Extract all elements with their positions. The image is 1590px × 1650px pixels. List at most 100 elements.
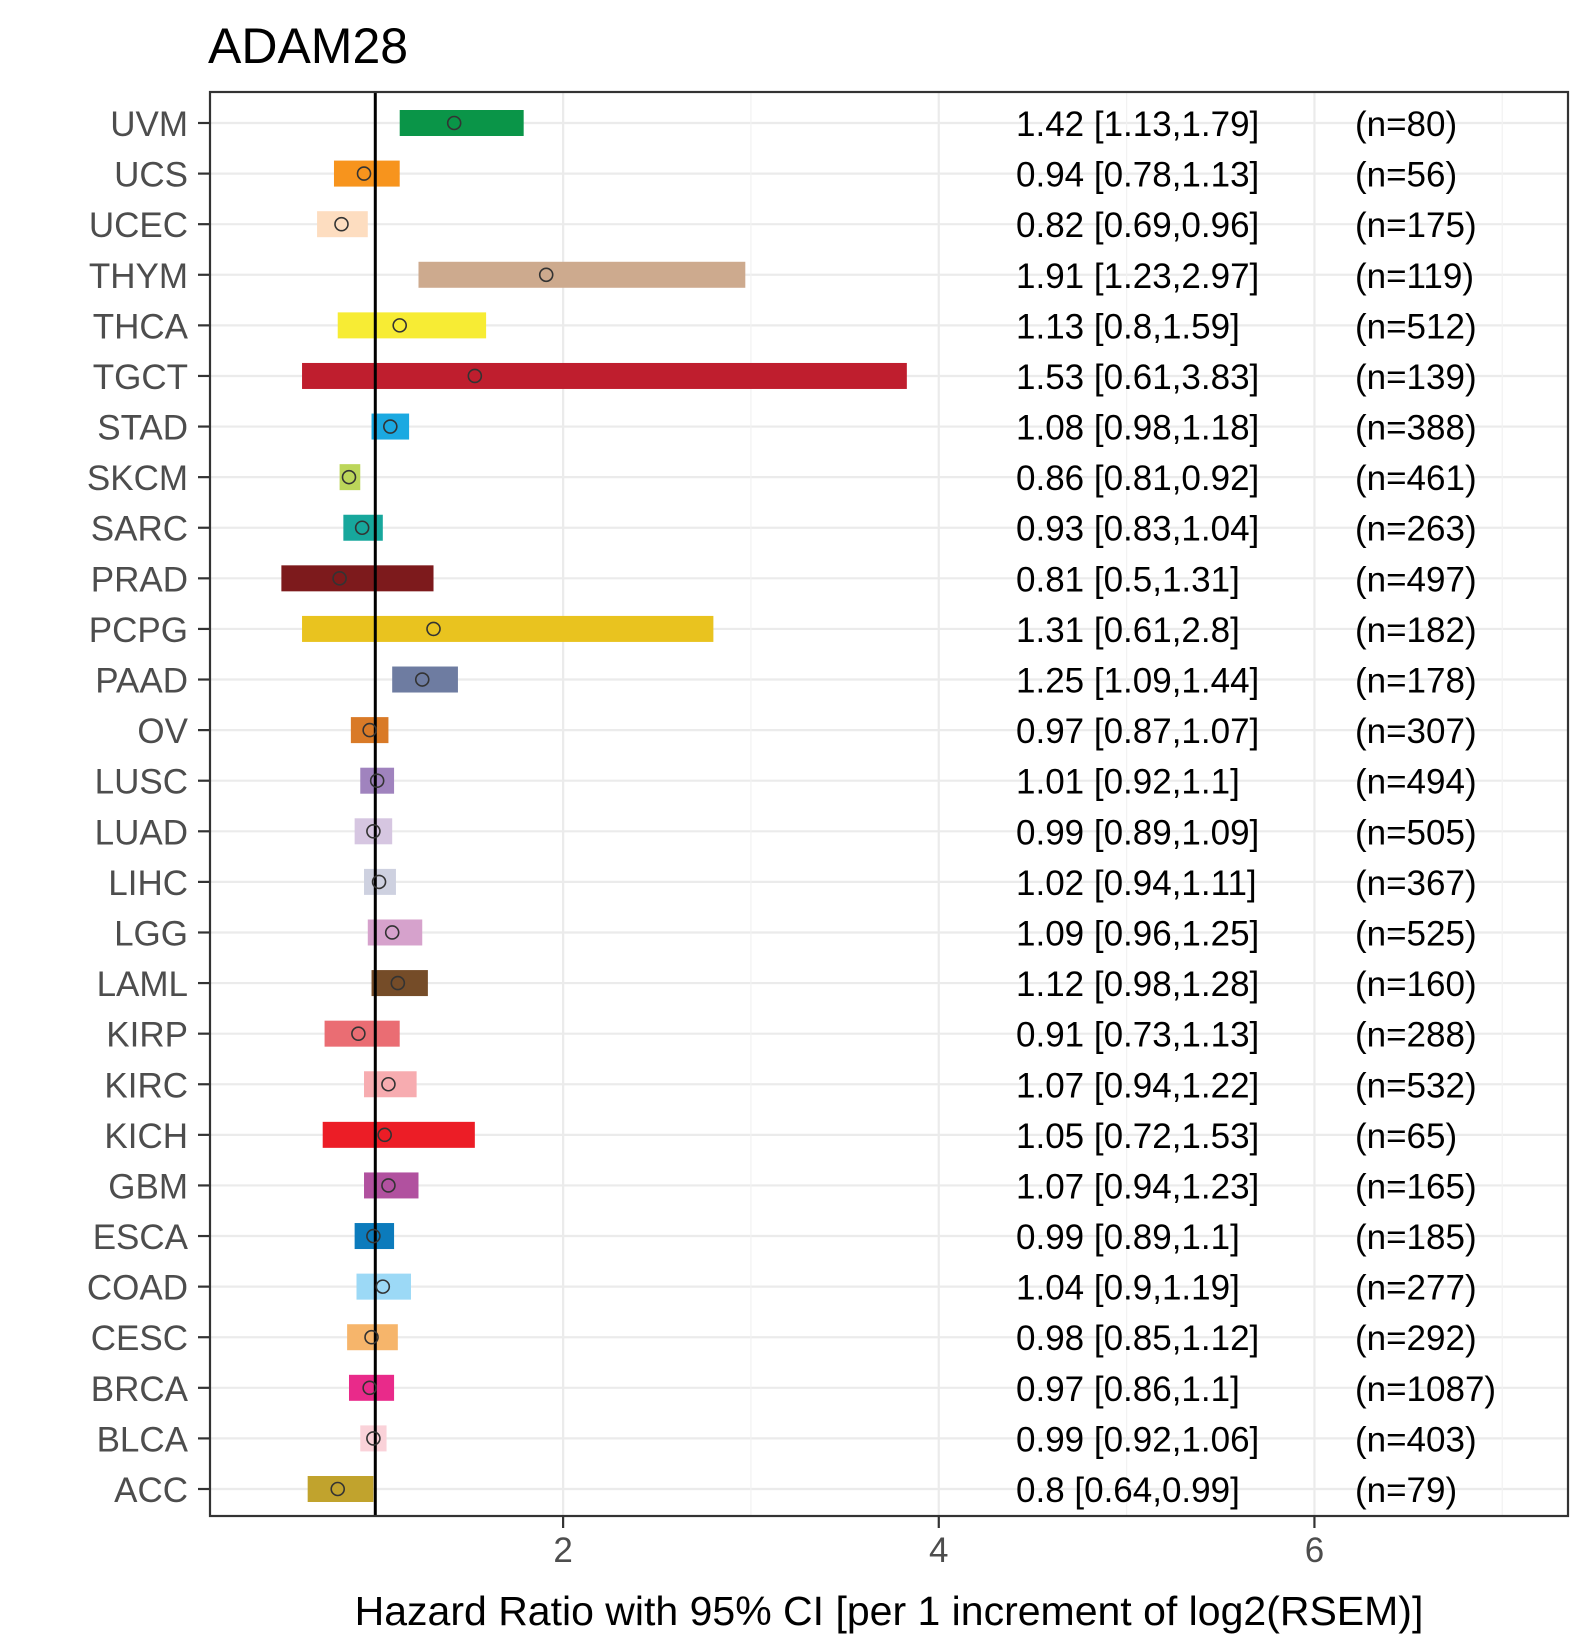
hr-ci-label-esca: 0.99 [0.89,1.1] [1016,1218,1240,1257]
bars-layer [281,110,907,1502]
hr-ci-label-lgg: 1.09 [0.96,1.25] [1016,914,1259,953]
hr-ci-label-blca: 0.99 [0.92,1.06] [1016,1420,1259,1459]
hr-ci-label-kirc: 1.07 [0.94,1.22] [1016,1066,1259,1105]
hr-point-esca [366,1228,381,1244]
hr-ci-label-luad: 0.99 [0.89,1.09] [1016,813,1259,852]
sample-size-label-brca: (n=1087) [1355,1370,1496,1409]
ci-bar-coad [356,1273,411,1300]
ci-bar-ucs [333,160,400,187]
y-tick-label-thca: THCA [93,307,189,346]
hr-ci-label-kirp: 0.91 [0.73,1.13] [1016,1016,1259,1055]
hr-ci-label-uvm: 1.42 [1.13,1.79] [1016,105,1259,144]
ci-bar-paad [392,666,458,693]
hr-point-pcpg [426,621,441,637]
hr-ci-label-kich: 1.05 [0.72,1.53] [1016,1117,1259,1156]
ci-bar-lihc [364,868,396,895]
y-tick-label-luad: LUAD [95,813,188,852]
panel-border [208,90,1570,1518]
hr-ci-label-ucec: 0.82 [0.69,0.96] [1016,206,1259,245]
ci-bar-sarc [343,514,383,541]
y-tick-label-gbm: GBM [108,1167,188,1206]
sample-size-label-ov: (n=307) [1355,712,1477,751]
y-tick-label-brca: BRCA [91,1370,189,1409]
hr-point-lihc [371,874,387,890]
hr-point-kich [377,1127,392,1143]
sample-size-label-lusc: (n=494) [1355,763,1477,802]
ci-bar-kich [322,1121,475,1148]
hr-ci-label-tgct: 1.53 [0.61,3.83] [1016,358,1259,397]
y-tick-label-ucec: UCEC [89,206,188,245]
hr-ci-label-thym: 1.91 [1.23,2.97] [1016,257,1259,296]
sample-size-label-ucec: (n=175) [1355,206,1477,245]
y-tick-label-ucs: UCS [114,156,188,195]
y-tick-label-thym: THYM [89,257,188,296]
hr-point-brca [362,1380,377,1396]
hr-point-laml [390,975,406,991]
hr-ci-label-stad: 1.08 [0.98,1.18] [1016,409,1259,448]
y-tick-label-lihc: LIHC [108,864,188,903]
sample-size-label-sarc: (n=263) [1355,510,1477,549]
hr-point-acc [330,1481,346,1497]
y-tick-label-lusc: LUSC [95,763,188,802]
hr-ci-label-pcpg: 1.31 [0.61,2.8] [1016,611,1240,650]
hr-point-ov [362,722,377,738]
axis-layer: UVM UCS UCEC THYM THCA TGCT STAD SKCM SARC PRAD PC… [87,105,1324,1570]
hr-point-gbm [381,1178,396,1193]
points-layer [330,115,554,1497]
sample-size-label-tgct: (n=139) [1355,358,1477,397]
sample-size-label-uvm: (n=80) [1355,105,1457,144]
y-tick-label-pcpg: PCPG [89,611,188,650]
sample-size-label-coad: (n=277) [1355,1269,1477,1308]
hr-ci-label-coad: 1.04 [0.9,1.19] [1016,1269,1240,1308]
y-tick-label-ov: OV [137,712,188,751]
hr-point-paad [414,672,430,687]
ci-bar-ucec [317,211,368,238]
ci-bar-blca [360,1425,387,1452]
y-tick-label-prad: PRAD [91,560,188,599]
hr-ci-label-ov: 0.97 [0.87,1.07] [1016,712,1259,751]
y-tick-label-esca: ESCA [93,1218,189,1257]
ci-bar-thym [418,261,746,288]
hr-point-thym [538,267,554,283]
ci-bar-skcm [339,464,361,491]
sample-size-label-luad: (n=505) [1355,813,1477,852]
hr-point-ucec [334,216,349,232]
hr-point-uvm [446,115,462,131]
hr-point-skcm [341,469,357,485]
ci-bar-stad [371,413,410,440]
y-tick-label-sarc: SARC [91,510,188,549]
sample-size-label-lgg: (n=525) [1355,914,1477,953]
hr-point-tgct [467,368,483,384]
ci-bar-luad [354,818,393,845]
x-axis-label: Hazard Ratio with 95% CI [per 1 incremen… [355,1588,1424,1634]
ci-bar-pcpg [302,615,714,642]
y-tick-label-stad: STAD [97,409,188,448]
y-tick-label-laml: LAML [97,965,188,1004]
y-tick-label-acc: ACC [114,1471,188,1510]
y-tick-label-uvm: UVM [110,105,188,144]
sample-size-label-skcm: (n=461) [1355,459,1477,498]
hr-ci-label-paad: 1.25 [1.09,1.44] [1016,662,1259,701]
y-tick-label-coad: COAD [87,1269,188,1308]
ci-bar-lgg [367,919,423,946]
y-tick-label-lgg: LGG [114,914,188,953]
hr-ci-label-acc: 0.8 [0.64,0.99] [1016,1471,1240,1510]
hr-point-sarc [354,520,370,536]
ci-bar-lusc [360,767,395,794]
hr-point-kirp [351,1026,366,1041]
y-tick-label-kich: KICH [104,1117,188,1156]
sample-size-label-paad: (n=178) [1355,662,1477,701]
hr-ci-label-thca: 1.13 [0.8,1.59] [1016,307,1240,346]
sample-size-label-pcpg: (n=182) [1355,611,1477,650]
hr-ci-label-ucs: 0.94 [0.78,1.13] [1016,156,1259,195]
x-tick-label: 2 [553,1531,572,1570]
ci-bar-ov [350,717,389,744]
ci-bar-uvm [399,110,524,136]
ci-bar-acc [307,1476,374,1502]
hr-point-lusc [369,773,385,789]
hr-ci-label-skcm: 0.86 [0.81,0.92] [1016,459,1259,498]
sample-size-label-prad: (n=497) [1355,560,1477,599]
y-tick-label-tgct: TGCT [93,358,188,397]
hr-ci-label-prad: 0.81 [0.5,1.31] [1016,560,1240,599]
